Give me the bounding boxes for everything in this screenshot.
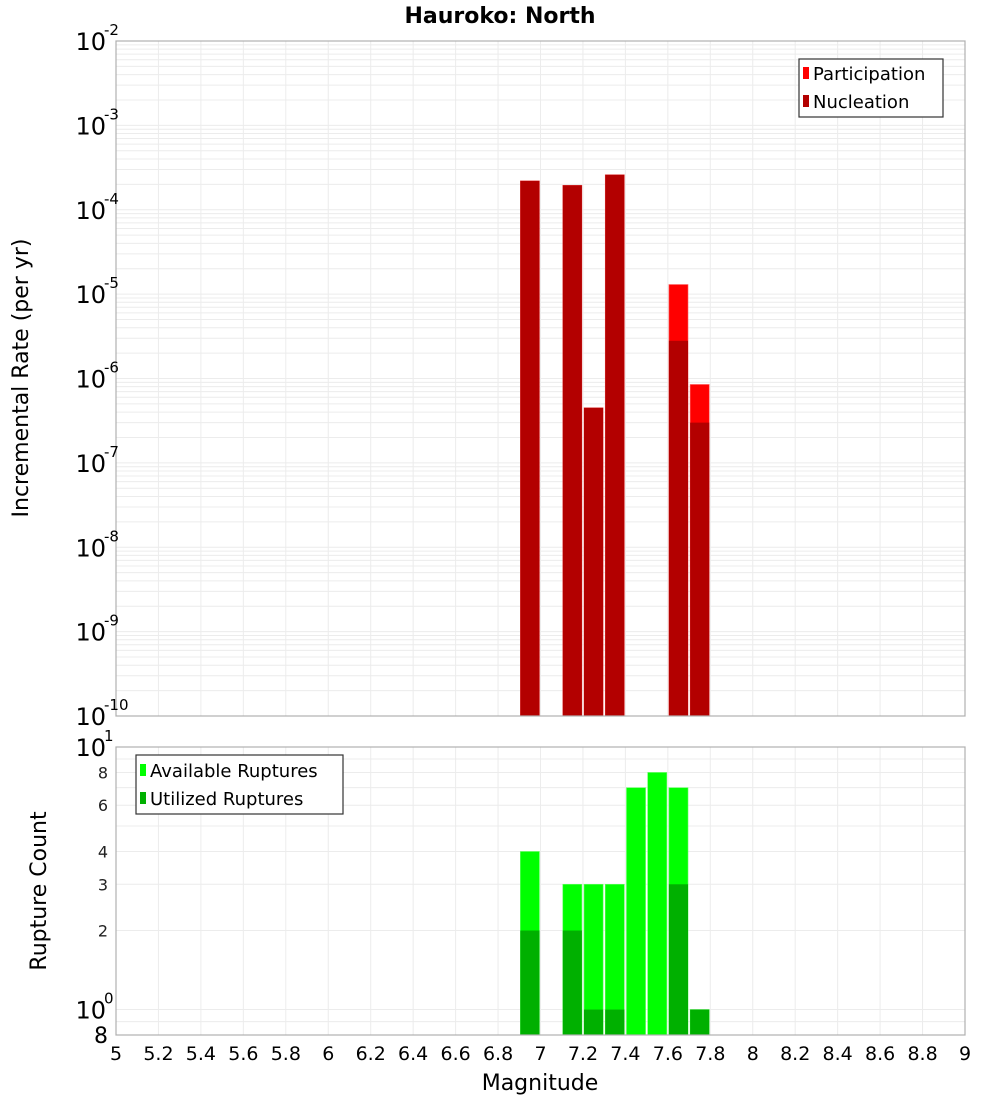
y-tick-label: 10 <box>75 28 106 56</box>
x-tick-label: 5.6 <box>228 1043 258 1065</box>
utilized-bar <box>668 884 689 1035</box>
y-tick-label: 10 <box>75 534 106 562</box>
x-tick-label: 6.4 <box>398 1043 428 1065</box>
x-tick-label: 5.8 <box>271 1043 301 1065</box>
x-tick-label: 8.6 <box>865 1043 895 1065</box>
y-tick-label: 10 <box>75 112 106 140</box>
top-plot-frame <box>115 40 966 717</box>
y-tick-label: 10 <box>75 619 106 647</box>
y-tick-minor-label: 4 <box>98 842 108 861</box>
available-swatch-icon <box>140 764 146 776</box>
legend-available: Available Ruptures <box>150 761 318 782</box>
y-tick-exponent: -10 <box>104 696 129 714</box>
nucleation-bar <box>605 174 625 716</box>
x-tick-label: 6.8 <box>483 1043 513 1065</box>
legend-utilized: Utilized Ruptures <box>150 789 303 810</box>
x-tick-label: 8.2 <box>780 1043 810 1065</box>
nucleation-bar <box>520 180 540 716</box>
y-tick-exponent: -9 <box>104 612 119 630</box>
bottom-plot-grid <box>116 747 965 1036</box>
utilized-bar <box>562 930 582 1035</box>
top-plot-grid <box>116 41 965 717</box>
x-axis-ticks: 5 5.2 5.4 5.6 5.8 6 6.2 6.4 6.6 6.8 7 7.2 7.4 7.6 7.8 8… <box>110 1043 971 1065</box>
bottom-plot-bars <box>520 772 710 1036</box>
utilized-bar <box>520 930 540 1035</box>
legend-participation: Participation <box>813 64 925 85</box>
y-tick-exponent: -6 <box>104 359 119 377</box>
y-tick-minor-label: 3 <box>98 875 108 894</box>
bottom-legend: Available Ruptures Utilized Ruptures <box>135 754 344 815</box>
chart-title: Hauroko: North <box>404 4 595 29</box>
top-y-axis-ticks: 10-210-310-410-510-610-710-810-910-10 <box>75 21 128 731</box>
nucleation-swatch-icon <box>803 95 809 107</box>
top-y-axis-label: Incremental Rate (per yr) <box>9 239 34 518</box>
x-tick-label: 8 <box>747 1043 759 1065</box>
x-tick-label: 7.8 <box>695 1043 725 1065</box>
nucleation-bar <box>690 422 710 716</box>
y-tick-label: 10 <box>75 703 106 731</box>
y-tick-label: 10 <box>75 281 106 309</box>
y-tick-minor-label: 2 <box>98 922 108 941</box>
y-tick-exponent: -7 <box>104 443 119 461</box>
y-tick-exponent: 0 <box>104 990 114 1008</box>
x-tick-label: 9 <box>959 1043 971 1065</box>
x-tick-label: 8.4 <box>823 1043 853 1065</box>
bottom-plot-frame <box>115 746 966 1036</box>
y-tick-exponent: 1 <box>104 727 114 745</box>
available-bar <box>647 772 668 1036</box>
x-tick-label: 8.8 <box>907 1043 937 1065</box>
utilized-bar <box>584 1009 604 1035</box>
y-tick-exponent: -4 <box>104 190 119 208</box>
bottom-y-axis-label: Rupture Count <box>27 811 52 971</box>
y-tick-label: 8 <box>94 1024 108 1049</box>
participation-swatch-icon <box>803 67 809 79</box>
top-legend: Participation Nucleation <box>798 58 944 118</box>
x-axis-label: Magnitude <box>482 1071 599 1096</box>
x-tick-label: 5 <box>110 1043 122 1065</box>
y-tick-exponent: -3 <box>104 105 119 123</box>
utilized-swatch-icon <box>140 792 146 804</box>
x-tick-label: 6 <box>322 1043 334 1065</box>
utilized-bar <box>605 1009 625 1035</box>
x-tick-label: 5.4 <box>186 1043 216 1065</box>
legend-nucleation: Nucleation <box>813 92 909 113</box>
available-bar <box>626 787 646 1036</box>
x-tick-label: 6.6 <box>440 1043 470 1065</box>
y-tick-minor-label: 8 <box>98 763 108 782</box>
y-tick-label: 10 <box>75 450 106 478</box>
y-tick-exponent: -2 <box>104 21 119 39</box>
x-tick-label: 7 <box>534 1043 546 1065</box>
x-tick-label: 7.4 <box>610 1043 640 1065</box>
x-tick-label: 7.2 <box>568 1043 598 1065</box>
x-tick-label: 7.6 <box>653 1043 683 1065</box>
y-tick-exponent: -8 <box>104 527 119 545</box>
x-tick-label: 6.2 <box>356 1043 386 1065</box>
top-plot-bars <box>520 174 710 717</box>
nucleation-bar <box>584 407 604 716</box>
y-tick-label: 10 <box>75 734 106 762</box>
y-tick-exponent: -5 <box>104 274 119 292</box>
y-tick-label: 10 <box>75 997 106 1025</box>
y-tick-minor-label: 6 <box>98 796 108 815</box>
x-tick-label: 5.2 <box>143 1043 173 1065</box>
y-tick-label: 10 <box>75 366 106 394</box>
nucleation-bar <box>562 185 582 717</box>
y-tick-label: 10 <box>75 197 106 225</box>
nucleation-bar <box>668 340 689 716</box>
utilized-bar <box>690 1009 710 1035</box>
